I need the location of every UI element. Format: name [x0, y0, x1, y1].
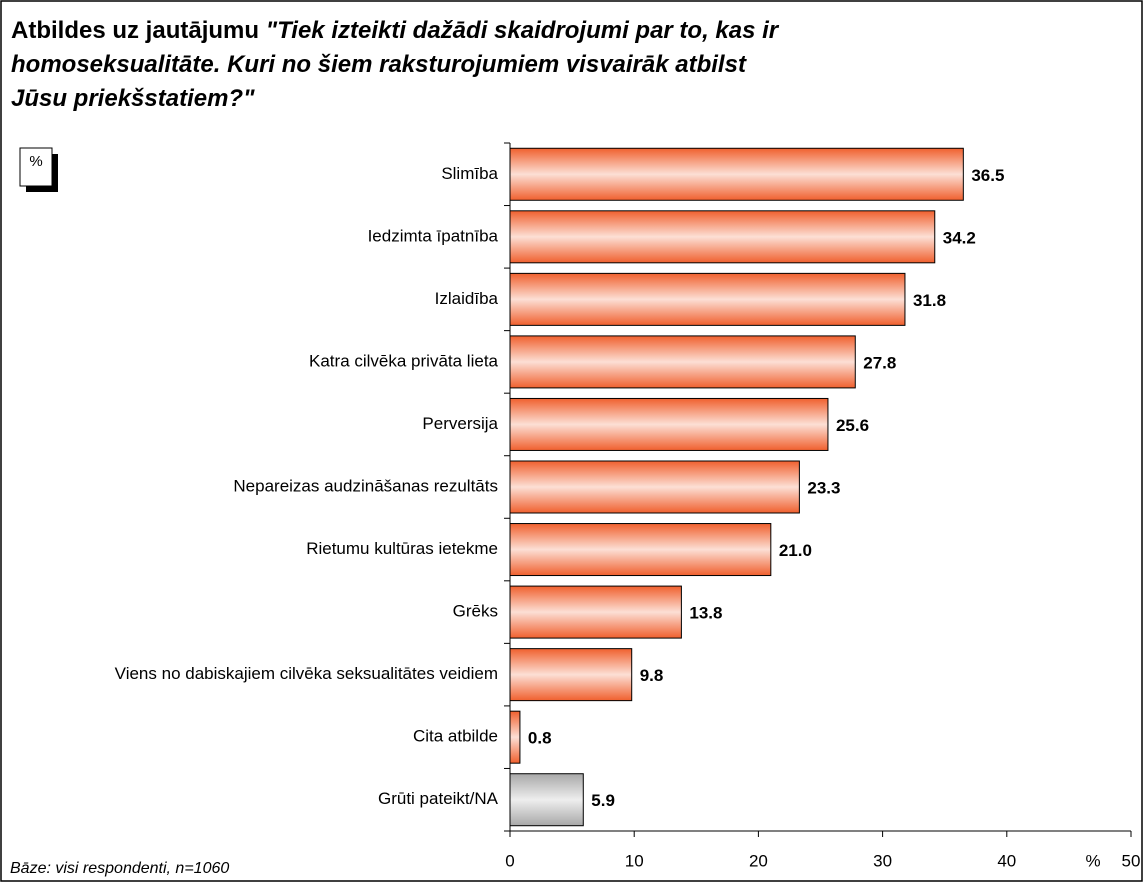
y-tick-label: Izlaidība	[435, 289, 499, 308]
x-tick-label: 10	[625, 851, 644, 870]
chart-title: Atbildes uz jautājumu "Tiek izteikti daž…	[11, 14, 791, 116]
data-label: 34.2	[943, 228, 976, 247]
y-tick-label: Grēks	[453, 602, 498, 621]
bar	[509, 710, 521, 764]
y-tick-label: Grūti pateikt/NA	[378, 789, 499, 808]
y-tick-label: Slimība	[441, 164, 498, 183]
y-tick-label: Rietumu kultūras ietekme	[306, 539, 498, 558]
x-tick-label: 20	[749, 851, 768, 870]
y-tick-label: Iedzimta īpatnība	[368, 226, 499, 245]
data-label: 5.9	[591, 791, 615, 810]
data-label: 0.8	[528, 729, 552, 748]
unit-label: %	[29, 153, 42, 170]
bar	[509, 648, 633, 702]
data-label: 23.3	[807, 478, 840, 497]
bar	[509, 523, 772, 577]
data-label: 25.6	[836, 416, 869, 435]
x-tick-label: 40	[997, 851, 1016, 870]
unit-box	[19, 147, 53, 187]
y-tick-label: Viens no dabiskajiem cilvēka seksualitāt…	[115, 664, 498, 683]
bar	[509, 460, 800, 514]
data-label: 9.8	[640, 666, 664, 685]
y-tick-label: Nepareizas audzināšanas rezultāts	[233, 476, 498, 495]
data-label: 36.5	[971, 166, 1004, 185]
bar	[509, 397, 829, 451]
data-label: 31.8	[913, 291, 946, 310]
y-tick-label: Katra cilvēka privāta lieta	[309, 351, 499, 370]
bar	[509, 335, 856, 389]
y-tick-label: Perversija	[422, 414, 498, 433]
bar	[509, 272, 906, 326]
title-question: "Tiek izteikti dažādi skaidrojumi par to…	[11, 17, 779, 112]
x-tick-label: 0	[505, 851, 514, 870]
bar	[509, 147, 964, 201]
x-axis-label: %	[1085, 851, 1100, 870]
bar	[509, 210, 936, 264]
note: Bāze: visi respondenti, n=1060	[10, 860, 229, 877]
x-tick-label: 50	[1122, 851, 1141, 870]
y-tick-label: Cita atbilde	[413, 727, 498, 746]
data-label: 27.8	[863, 353, 896, 372]
data-label: 21.0	[779, 541, 812, 560]
title-lead: Atbildes uz jautājumu	[11, 17, 260, 44]
data-label: 13.8	[689, 604, 722, 623]
bar	[509, 585, 682, 639]
bar	[509, 773, 584, 827]
x-tick-label: 30	[873, 851, 892, 870]
